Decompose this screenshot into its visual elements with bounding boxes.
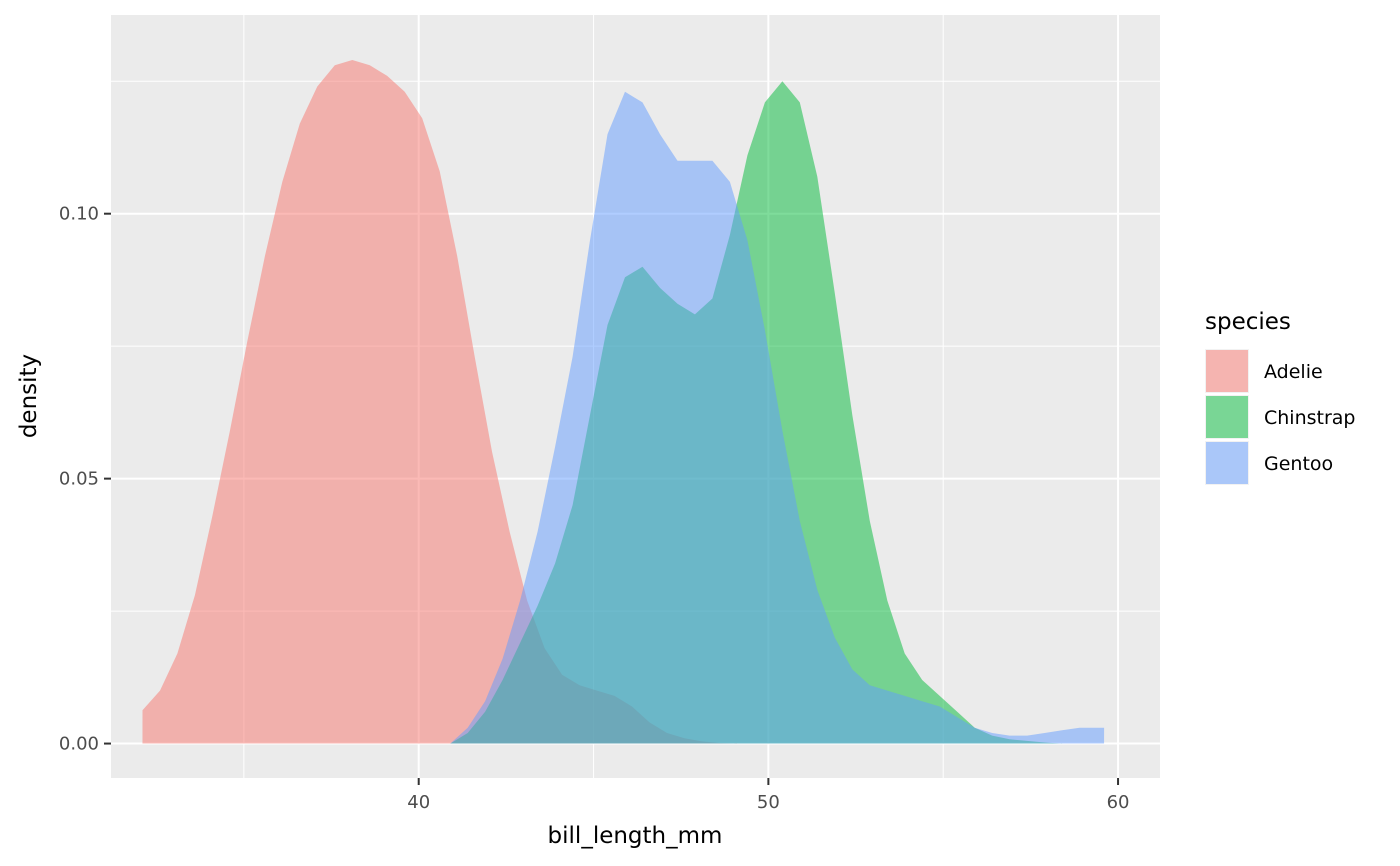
density-area-adelie [142, 60, 737, 744]
legend-label-chinstrap: Chinstrap [1264, 407, 1356, 429]
x-tick-label: 60 [1107, 792, 1130, 813]
legend-key-gentoo [1206, 442, 1248, 484]
x-axis-title: bill_length_mm [548, 823, 723, 849]
x-tick-label: 40 [407, 792, 430, 813]
legend-key-chinstrap [1206, 396, 1248, 438]
legend-label-gentoo: Gentoo [1264, 453, 1333, 475]
density-area-gentoo [450, 91, 1105, 744]
x-axis: 40 50 60 [407, 778, 1129, 813]
y-axis: 0.00 0.05 0.10 [59, 204, 111, 755]
y-axis-title: density [16, 354, 42, 438]
x-tick-label: 50 [757, 792, 780, 813]
legend-title: species [1205, 309, 1291, 335]
legend: species Adelie Chinstrap Gentoo [1205, 309, 1356, 485]
y-tick-label: 0.05 [59, 469, 99, 490]
density-areas [142, 60, 1105, 744]
y-tick-label: 0.10 [59, 204, 99, 225]
legend-label-adelie: Adelie [1264, 361, 1323, 383]
legend-key-adelie [1206, 350, 1248, 392]
y-tick-label: 0.00 [59, 734, 99, 755]
